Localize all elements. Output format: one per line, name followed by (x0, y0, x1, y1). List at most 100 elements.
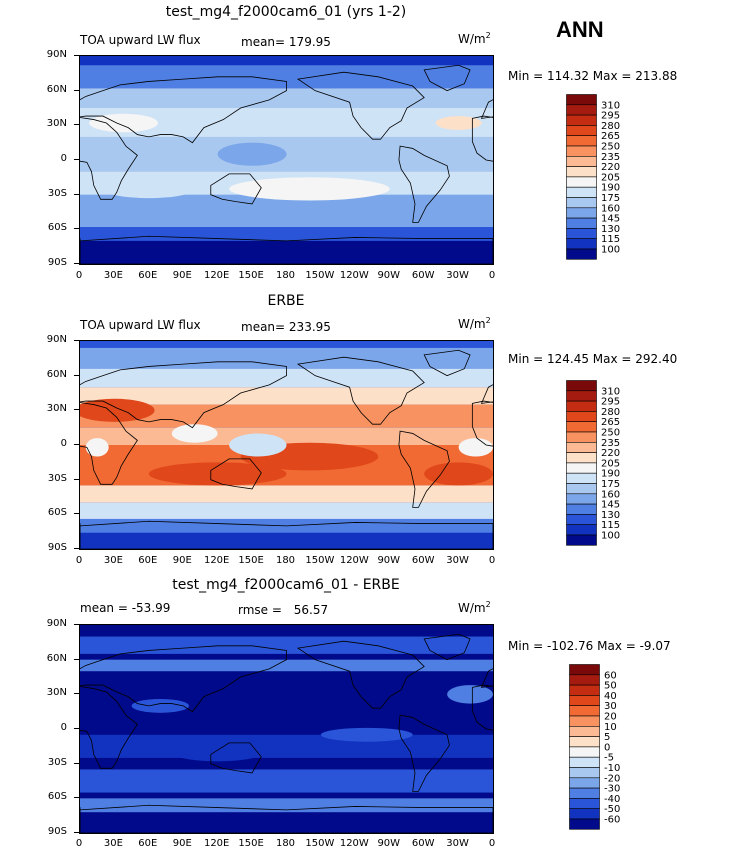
units-base: W/m (458, 32, 486, 46)
coastline (80, 402, 138, 485)
lon-tick-label: 150E (238, 270, 264, 281)
coastline (398, 714, 450, 792)
lon-tick-label: 150E (238, 838, 264, 849)
colorbar-swatch (569, 756, 600, 768)
colorbar-test: 310 295 280 265 250 235 220 205 190 175 160 145 130 1… (566, 94, 636, 263)
lat-tick-label: 90S (47, 257, 67, 268)
colorbar-diff: 60 50 40 30 20 10 5 0 -5 -10 -20 -30 -40 -50 -60 (569, 664, 639, 833)
colorbar-label: 220 (601, 448, 620, 459)
lon-tick-label: 150W (305, 555, 335, 566)
lon-tick-label: 180 (275, 555, 296, 566)
contour-band (80, 734, 493, 758)
lat-tick-mark (74, 374, 79, 376)
colorbar-label: 280 (601, 407, 620, 418)
lat-tick-label: 30S (47, 472, 67, 484)
colorbar-swatch (569, 818, 600, 830)
map-field (80, 341, 493, 549)
coastline (471, 115, 493, 162)
lon-tick-label: 90E (172, 555, 192, 566)
lat-tick-mark (74, 658, 79, 660)
colorbar-swatch (566, 514, 597, 525)
colorbar-swatch (569, 746, 600, 758)
lon-tick-label: 60E (138, 555, 158, 566)
rmse-label: rmse = 56.57 (238, 603, 328, 617)
coastline (80, 804, 493, 833)
contour-band (80, 65, 493, 89)
colorbar-label: -10 (604, 763, 620, 774)
units-label: W/m2 (458, 31, 491, 46)
colorbar-swatch (569, 715, 600, 727)
coastline (80, 686, 138, 769)
coastline (80, 361, 287, 429)
colorbar-swatch (566, 452, 597, 464)
coastline (80, 645, 287, 713)
coastline (471, 400, 493, 447)
colorbar-swatch (566, 125, 597, 136)
colorbar-swatch (569, 798, 600, 809)
coastline (210, 173, 262, 205)
contour-region (447, 685, 493, 704)
colorbar-label: 265 (601, 131, 620, 142)
contour-region (131, 698, 189, 713)
contour-region (171, 742, 264, 762)
colorbar-label: 190 (601, 183, 620, 194)
lon-tick-label: 90W (377, 270, 401, 281)
season-label: ANN (556, 17, 604, 42)
lat-tick-mark (74, 193, 79, 195)
colorbar-label: 100 (601, 245, 620, 256)
contour-region (424, 462, 493, 486)
units-base: W/m (458, 601, 486, 615)
contour-region (229, 177, 390, 201)
colorbar-label: 10 (604, 722, 617, 733)
contour-band (80, 798, 493, 813)
lon-tick-label: 90E (172, 270, 192, 281)
contour-region (320, 727, 413, 742)
colorbar-label: 220 (601, 162, 620, 173)
lon-tick-label: 30E (103, 270, 123, 281)
lon-tick-label: 120W (339, 838, 369, 849)
lat-tick-mark (74, 832, 79, 833)
colorbar-label: 175 (601, 479, 620, 490)
lat-tick-mark (74, 513, 79, 515)
stat-value: 233.95 (288, 320, 331, 334)
lon-tick-label: 90W (377, 555, 401, 566)
map-obs (79, 340, 494, 550)
coastline (296, 71, 425, 140)
lat-tick-label: 30N (46, 403, 67, 415)
colorbar-swatch (566, 135, 597, 147)
lon-tick-label: 60W (411, 270, 435, 281)
colorbar-swatch (566, 493, 597, 505)
colorbar-label: 160 (601, 203, 620, 214)
colorbar-label: 250 (601, 142, 620, 153)
colorbar-label: 130 (601, 510, 620, 521)
colorbar-label: -30 (604, 784, 620, 795)
mean-label: mean= 233.95 (241, 320, 331, 334)
lon-tick-label: 0 (488, 838, 496, 849)
contour-region (229, 433, 287, 457)
lon-tick-label: 120W (339, 555, 369, 566)
mean-label: mean = -53.99 (80, 601, 171, 615)
lat-tick-label: 60N (46, 368, 67, 380)
colorbar-label: 280 (601, 121, 620, 132)
contour-band (80, 427, 493, 445)
coastline (398, 430, 450, 508)
colorbar-swatch (569, 767, 600, 779)
contour-region (217, 142, 287, 166)
lat-tick-label: 90S (47, 826, 67, 837)
colorbar-label: 115 (601, 234, 620, 245)
colorbar-swatch (566, 197, 597, 209)
colorbar-swatch (566, 431, 597, 443)
map-field (80, 625, 493, 833)
lon-tick-label: 30W (446, 555, 469, 566)
contour-region (435, 116, 482, 130)
contour-region (148, 462, 287, 486)
lat-tick-mark (74, 728, 79, 729)
colorbar-swatch (566, 411, 597, 422)
colorbar-swatch (569, 725, 600, 737)
colorbar-label: 145 (601, 214, 620, 225)
lat-tick-mark (74, 55, 79, 56)
lat-tick-label: 60S (47, 507, 67, 519)
contour-region (89, 113, 159, 133)
coastline (423, 633, 471, 661)
colorbar-swatch (569, 684, 600, 696)
